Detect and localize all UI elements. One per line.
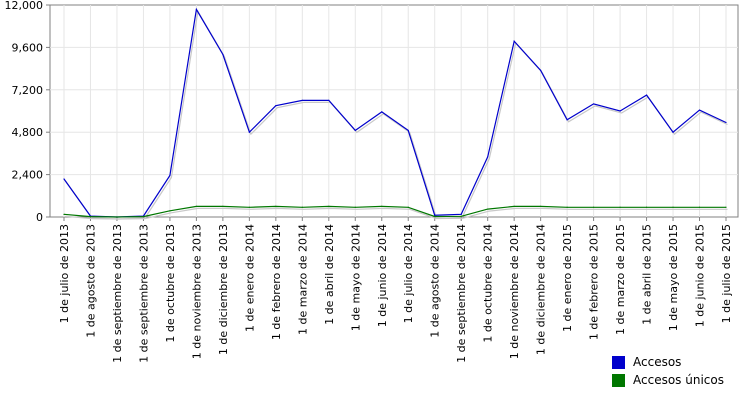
x-tick-label: 1 de marzo de 2014 [296,224,309,335]
y-tick-label: 12,000 [5,0,44,12]
legend: Accesos Accesos únicos [612,353,724,389]
plot-area [49,4,739,218]
data-point [116,216,118,218]
x-tick-label: 1 de octubre de 2013 [164,224,177,343]
data-point [434,214,436,216]
data-point [593,206,595,208]
x-tick-label: 1 de marzo de 2015 [614,224,627,335]
data-point [328,205,330,207]
data-point [513,40,515,42]
data-point [460,213,462,215]
x-tick-label: 1 de mayo de 2014 [349,224,362,331]
y-tick-label: 9,600 [12,41,44,54]
legend-swatch-accesos-unicos [612,373,625,387]
data-point [434,215,436,218]
x-tick-label: 1 de julio de 2015 [720,224,733,323]
x-tick-label: 1 de febrero de 2014 [270,224,283,340]
x-tick-label: 1 de mayo de 2015 [667,224,680,331]
x-tick-label: 1 de abril de 2015 [641,224,654,325]
data-point [725,206,727,208]
data-point [328,99,330,101]
x-tick-label: 1 de febrero de 2015 [588,224,601,340]
x-tick-label: 1 de julio de 2014 [402,224,415,323]
x-tick-label: 1 de noviembre de 2014 [508,224,521,359]
series-shadow-0 [65,9,728,220]
data-point [275,105,277,107]
x-tick-label: 1 de septiembre de 2013 [111,224,124,363]
data-point [487,208,489,210]
series-line-0 [63,7,727,218]
x-tick-label: 1 de agosto de 2013 [84,224,97,338]
x-tick-label: 1 de abril de 2014 [323,224,336,325]
data-point [672,206,674,208]
data-point [725,121,727,124]
x-tick-label: 1 de junio de 2015 [694,224,707,327]
series-shadow-1 [65,207,728,220]
data-point [566,206,568,208]
data-point [222,205,224,207]
data-point [301,99,303,101]
series-line-1 [63,205,726,218]
data-point [593,103,595,105]
y-tick-label: 7,200 [12,84,44,97]
legend-label-accesos: Accesos [633,355,682,369]
data-point [619,110,621,112]
data-point [698,109,701,111]
data-point [672,131,674,133]
legend-item-accesos-unicos: Accesos únicos [612,371,724,389]
x-tick-label: 1 de diciembre de 2013 [217,224,230,355]
x-tick-label: 1 de octubre de 2014 [482,224,495,343]
y-tick-label: 4,800 [12,126,44,139]
data-point [169,210,171,212]
data-point [540,69,542,71]
data-point [619,206,621,208]
data-point [381,111,383,113]
data-point [195,205,197,207]
data-point [222,53,224,56]
data-point [248,206,250,208]
x-tick-label: 1 de enero de 2015 [561,224,574,332]
data-point [645,94,648,96]
data-point [63,178,65,180]
legend-label-accesos-unicos: Accesos únicos [633,373,724,387]
data-point [195,8,197,11]
legend-item-accesos: Accesos [612,353,724,371]
data-point [460,215,462,217]
data-point [169,174,171,177]
data-point [645,206,648,208]
data-point [142,216,145,218]
data-point [89,216,92,218]
data-point [540,205,542,207]
y-tick-label: 0 [36,211,43,224]
data-point [513,205,515,207]
data-point [354,129,356,132]
x-tick-label: 1 de julio de 2013 [58,224,71,323]
data-point [248,131,250,133]
data-point [566,119,568,121]
x-tick-label: 1 de noviembre de 2013 [190,224,203,359]
x-tick-label: 1 de enero de 2014 [243,224,256,332]
data-point [487,156,489,158]
x-tick-label: 1 de junio de 2014 [376,224,389,327]
y-tick-label: 2,400 [12,169,44,182]
data-point [354,206,356,208]
x-tick-label: 1 de septiembre de 2014 [455,224,468,363]
data-point [407,206,409,208]
data-point [407,129,409,132]
legend-swatch-accesos [612,355,625,369]
x-tick-label: 1 de diciembre de 2014 [535,224,548,355]
x-tick-label: 1 de septiembre de 2013 [137,224,150,363]
data-point [301,206,303,208]
data-point [381,205,383,207]
data-point [698,206,701,208]
data-point [275,205,277,207]
data-point [63,213,65,215]
x-tick-label: 1 de agosto de 2014 [429,224,442,338]
